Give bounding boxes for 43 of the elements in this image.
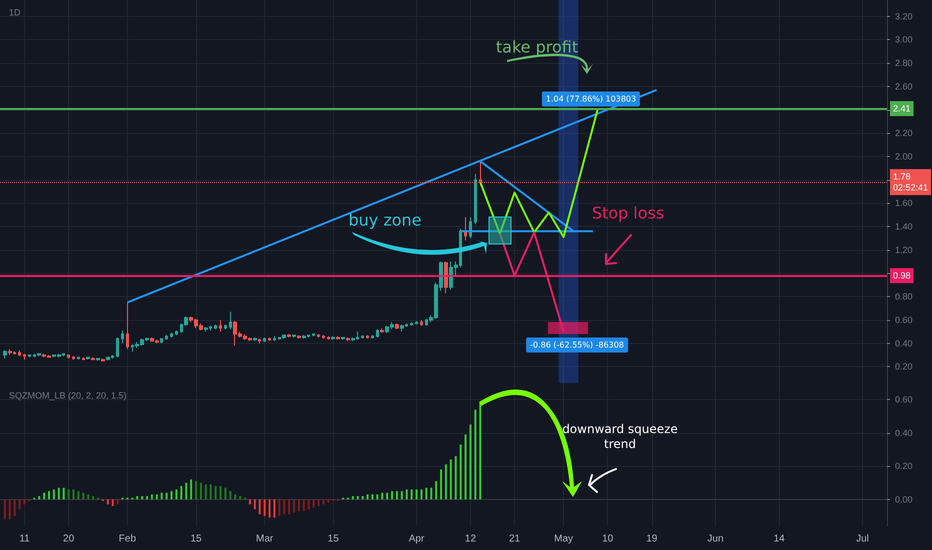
y-tick-label: 2.00	[895, 151, 913, 162]
x-tick-label: 20	[63, 534, 75, 544]
y-tick-label: 0.40	[895, 338, 913, 348]
annotation: -0.86 (-62.55%) -86308	[526, 338, 628, 352]
y-tick-label: 0.20	[895, 461, 913, 472]
annotation: 1.04 (77.86%) 103803	[542, 92, 640, 106]
y-tick-label: 2.80	[895, 58, 913, 68]
x-tick-label: Mar	[256, 534, 274, 544]
y-tick-label: 1.20	[895, 244, 913, 255]
y-tick-label: 0.20	[895, 362, 913, 372]
x-tick-label: Jul	[856, 534, 869, 544]
y-tick-label: 0.40	[895, 428, 913, 438]
x-tick-label: 19	[646, 534, 658, 544]
x-tick-label: 12	[464, 534, 476, 544]
x-tick-label: 15	[190, 534, 202, 544]
x-tick-label: 15	[328, 534, 340, 544]
y-tick-label: 0.60	[895, 314, 913, 325]
ref-line-label: 1.78 02:52:41	[893, 172, 928, 193]
x-tick-label: 21	[508, 534, 521, 544]
y-tick-label: 3.00	[895, 34, 913, 45]
y-tick-label: 1.40	[895, 222, 913, 232]
y-tick-label: 3.20	[895, 11, 913, 22]
x-tick-label: 14	[774, 534, 786, 544]
y-tick-label: 0.60	[895, 394, 913, 405]
y-tick-label: 2.60	[895, 81, 913, 92]
annotation: Stop loss	[592, 204, 664, 222]
y-tick-label: 0.80	[895, 292, 913, 302]
annotation: take profit	[496, 38, 578, 56]
x-tick-label: Feb	[118, 534, 136, 544]
x-tick-label: May	[554, 534, 574, 544]
text: SQZMOM_LB (20, 2, 20, 1.5)	[9, 390, 127, 400]
text: 1D	[9, 8, 22, 18]
x-tick-label: 10	[602, 534, 614, 544]
x-tick-label: Jun	[707, 534, 724, 544]
y-tick-label: 2.20	[895, 128, 913, 138]
ref-line-label: 2.41	[893, 104, 911, 114]
annotation: buy zone	[348, 210, 422, 230]
y-tick-label: 1.60	[895, 198, 913, 208]
y-tick-label: 0.00	[895, 494, 913, 504]
annotation: downward squeeze trend	[561, 422, 679, 452]
x-tick-label: Apr	[408, 534, 425, 544]
ref-line-label: 0.98	[893, 270, 911, 281]
x-tick-label: 11	[19, 534, 30, 544]
